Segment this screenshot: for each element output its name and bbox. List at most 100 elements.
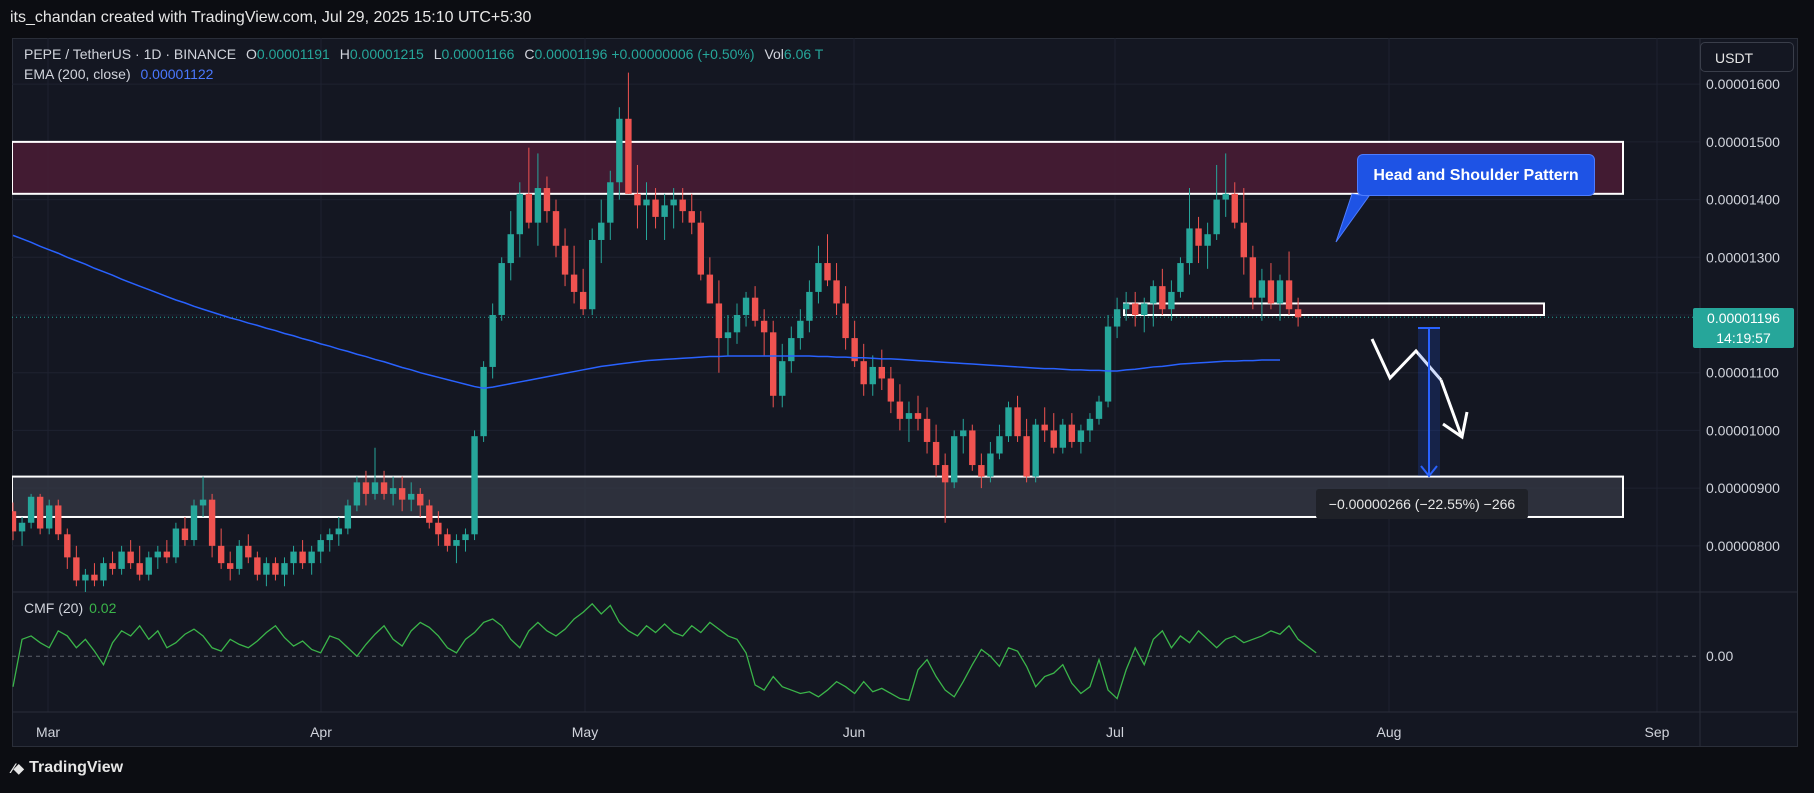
candle-body — [272, 563, 279, 575]
candle-down — [417, 488, 424, 517]
candle-body — [1077, 430, 1085, 442]
candle-body — [1150, 286, 1157, 304]
candle-body — [344, 505, 352, 529]
candle-body — [643, 199, 650, 206]
measure-label[interactable]: −0.00000266 (−22.55%) −266 — [1316, 489, 1528, 519]
cmf-line — [12, 602, 1317, 701]
candle-body — [1258, 280, 1266, 298]
candle-down — [12, 502, 17, 541]
candle-up — [996, 424, 1003, 460]
candle-up — [1186, 188, 1193, 275]
candle-up — [1104, 315, 1112, 408]
candle-body — [82, 574, 89, 581]
candle-body — [987, 453, 994, 477]
candle-up — [281, 557, 288, 587]
candle-up — [389, 476, 397, 506]
candle-up — [616, 107, 623, 200]
candle-body — [1113, 309, 1121, 327]
candle-body — [1276, 280, 1284, 304]
candle-up — [1213, 164, 1220, 240]
candle-up — [1276, 274, 1284, 321]
candle-body — [751, 297, 759, 321]
candle-body — [941, 465, 949, 483]
price-tick-label: 0.00001100 — [1706, 365, 1779, 381]
candle-up — [489, 303, 496, 379]
candle-body — [1005, 407, 1012, 437]
candle-down — [896, 384, 904, 431]
candle-up — [371, 447, 379, 500]
candle-body — [199, 499, 207, 506]
candle-body — [570, 274, 578, 292]
candle-down — [706, 257, 714, 304]
cmf-value: 0.02 — [89, 600, 117, 616]
cmf-label[interactable]: CMF (20) — [24, 600, 84, 616]
candle-up — [507, 211, 514, 281]
candle-body — [534, 188, 542, 223]
candle-down — [824, 234, 831, 287]
candle-body — [1195, 228, 1202, 246]
arrow-head-icon — [1442, 411, 1469, 440]
candle-body — [362, 482, 370, 494]
candle-body — [860, 361, 867, 385]
time-tick-label: Mar — [36, 724, 60, 740]
candle-down — [552, 199, 560, 258]
candle-body — [335, 528, 342, 535]
candle-body — [625, 118, 632, 194]
candle-body — [498, 263, 505, 315]
candle-body — [1285, 280, 1293, 310]
candle-down — [914, 395, 922, 431]
candle-down — [299, 540, 306, 569]
candle-body — [426, 505, 433, 523]
candle-body — [46, 505, 53, 529]
candle-body — [788, 338, 795, 362]
price-tick-label: 0.00000800 — [1706, 538, 1780, 554]
tradingview-logo-icon: ⁄◆ — [12, 759, 24, 776]
brand-name: TradingView — [29, 759, 124, 776]
candle-up — [480, 361, 487, 442]
currency-button[interactable]: USDT — [1700, 42, 1794, 72]
symbol-name[interactable]: PEPE / TetherUS · 1D · BINANCE — [24, 46, 237, 62]
candle-down — [1195, 216, 1202, 264]
candle-up — [779, 343, 786, 408]
candle-body — [543, 188, 551, 212]
candle-body — [1186, 228, 1193, 264]
candle-down — [272, 557, 279, 581]
candle-body — [91, 574, 98, 581]
candle-down — [444, 528, 451, 552]
candle-body — [308, 551, 315, 564]
candle-down — [1050, 413, 1057, 454]
candle-up — [1059, 418, 1066, 454]
candle-up — [118, 545, 125, 575]
candle-down — [579, 268, 587, 315]
ema-label[interactable]: EMA (200, close) — [24, 66, 131, 82]
candle-up — [18, 516, 26, 546]
candle-body — [36, 496, 44, 529]
candle-body — [281, 563, 288, 575]
candle-body — [290, 551, 297, 564]
candle-up — [46, 499, 53, 535]
candle-body — [815, 263, 822, 292]
candle-up — [797, 309, 804, 350]
candle-down — [625, 72, 632, 194]
candle-up — [1077, 424, 1085, 454]
candle-body — [779, 361, 786, 396]
candle-body — [733, 315, 741, 333]
time-tick-label: Jun — [843, 724, 866, 740]
candle-body — [398, 488, 406, 500]
candle-body — [371, 482, 379, 494]
candle-up — [154, 545, 161, 569]
candle-down — [697, 211, 704, 281]
candle-body — [616, 118, 623, 183]
candle-body — [960, 430, 967, 437]
candle-down — [887, 366, 895, 414]
candle-body — [417, 493, 424, 506]
candle-down — [1249, 245, 1257, 310]
price-tick-label: 0.00001300 — [1706, 249, 1780, 265]
candle-body — [1132, 303, 1139, 315]
candle-body — [770, 332, 777, 396]
candle-up — [263, 557, 270, 587]
candle-up — [516, 182, 523, 258]
candle-down — [851, 320, 858, 367]
pattern-callout[interactable]: Head and Shoulder Pattern — [1357, 154, 1595, 196]
